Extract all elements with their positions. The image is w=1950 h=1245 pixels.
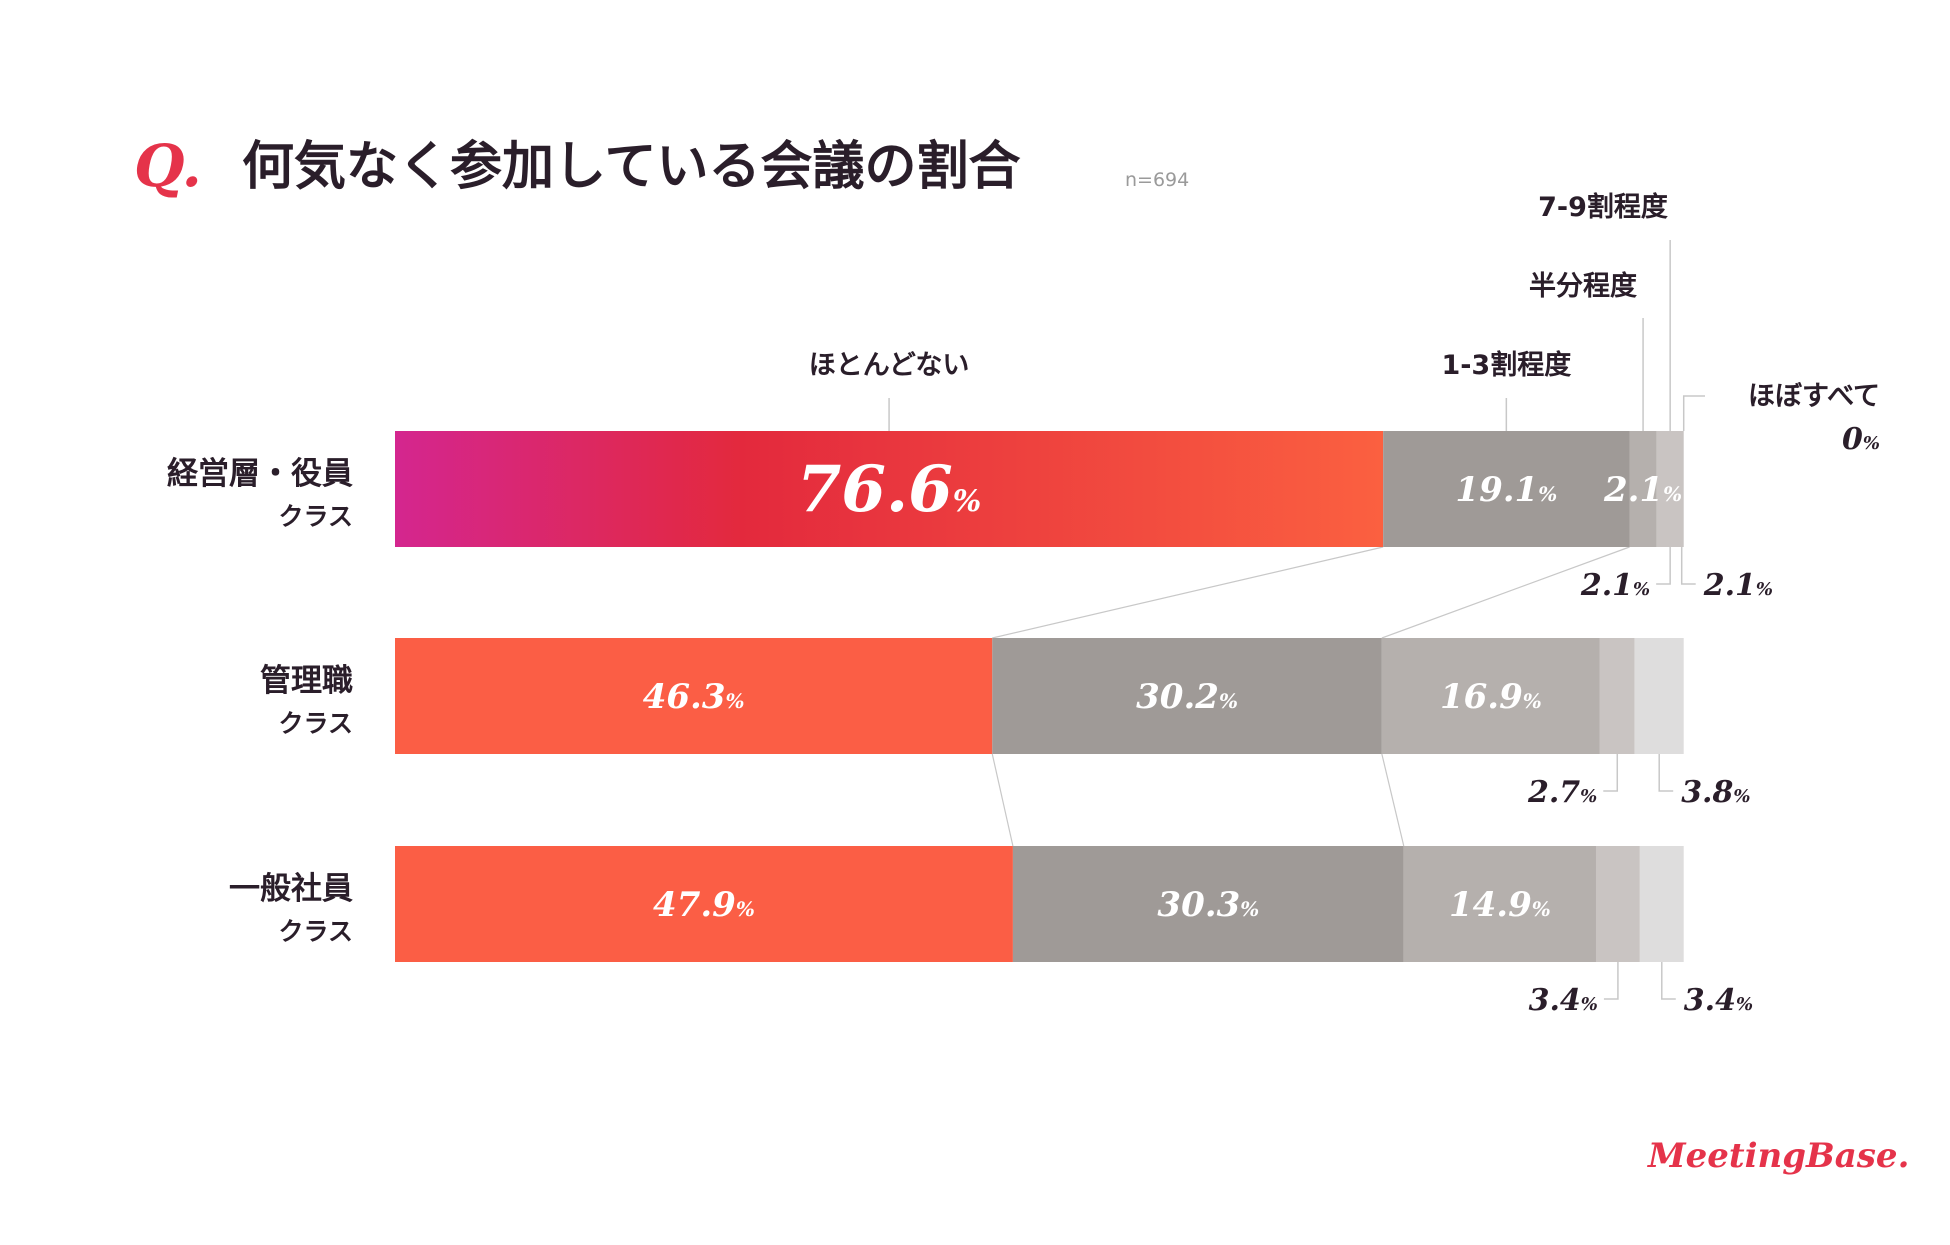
ext-leader-left-1 — [1656, 547, 1671, 585]
category-label-2: 管理職 — [260, 663, 353, 699]
bar-value-3-3: 14.9% — [1449, 885, 1551, 925]
sample-size: n=694 — [1125, 169, 1189, 191]
bar-value-2-1: 46.3% — [643, 677, 745, 717]
bar-segment-2-4 — [1599, 638, 1635, 754]
ext-value-right-3: 3.4% — [1684, 983, 1753, 1018]
legend-leader-lines — [888, 240, 1705, 1000]
bar-segment-1-3 — [1629, 431, 1657, 547]
bar-segment-1-4 — [1656, 431, 1684, 547]
bar-segment-2-5 — [1634, 638, 1684, 754]
ext-value-left-1: 2.1% — [1580, 568, 1650, 603]
connector-line-2-2 — [1381, 753, 1405, 847]
bar-segment-3-5 — [1639, 846, 1684, 962]
ext-leader-right-2 — [1658, 754, 1674, 792]
ext-value-right-2: 3.8% — [1681, 775, 1750, 810]
connector-lines — [991, 546, 1630, 847]
legend-label-2: 1-3割程度 — [1441, 349, 1571, 381]
ext-value-right-1: 2.1% — [1703, 568, 1773, 603]
page-title: 何気なく参加している会議の割合 — [242, 137, 1020, 197]
bar-segment-1-2 — [1383, 431, 1630, 547]
category-label-3: 一般社員 — [229, 871, 353, 907]
brand-logo: MeetingBase. — [1647, 1136, 1909, 1176]
top-zero-value: 0% — [1842, 422, 1880, 457]
ext-value-left-3: 3.4% — [1529, 983, 1598, 1018]
ext-leader-right-3 — [1661, 962, 1676, 1000]
bar-value-3-1: 47.9% — [653, 885, 755, 925]
bar-segment-1-1 — [395, 431, 1384, 547]
connector-line-1-1 — [992, 546, 1384, 639]
category-sublabel-1: クラス — [278, 502, 353, 531]
legend-label-5: ほぼすべて — [1748, 381, 1880, 412]
connector-line-2-1 — [991, 753, 1014, 847]
bar-segment-3-1 — [395, 846, 1013, 962]
labels: 76.6% 19.1% 2.1% 46.3% 30.2% 16.9% 47.9% 30.3% 1… — [167, 191, 1880, 1018]
ext-leader-left-3 — [1603, 962, 1619, 1000]
bar-value-1-3: 2.1% — [1603, 470, 1682, 510]
legend-label-1: ほとんどない — [809, 350, 970, 381]
bar-segment-3-3 — [1403, 846, 1596, 962]
bar-segment-3-2 — [1012, 846, 1404, 962]
legend-label-4: 7-9割程度 — [1538, 191, 1668, 223]
connector-line-1-2 — [1381, 546, 1630, 639]
ext-value-left-2: 2.7% — [1527, 775, 1597, 810]
bar-segment-2-1 — [395, 638, 993, 754]
legend-label-3: 半分程度 — [1529, 270, 1637, 302]
bar-value-1-1: 76.6% — [797, 452, 981, 527]
ext-leader-left-2 — [1603, 754, 1619, 792]
bar-segment-2-2 — [992, 638, 1382, 754]
bars — [395, 431, 1684, 962]
legend-leader-5 — [1682, 395, 1705, 431]
bar-value-2-2: 30.2% — [1136, 677, 1238, 717]
category-sublabel-2: クラス — [278, 709, 353, 738]
bar-segment-3-4 — [1595, 846, 1640, 962]
ext-leader-right-1 — [1680, 547, 1696, 585]
bar-segment-2-3 — [1381, 638, 1600, 754]
bar-value-2-3: 16.9% — [1440, 677, 1542, 717]
bar-value-1-2: 19.1% — [1455, 470, 1557, 510]
category-sublabel-3: クラス — [278, 917, 353, 946]
title-q-mark: Q. — [134, 132, 202, 200]
bar-value-3-2: 30.3% — [1157, 885, 1259, 925]
category-label-1: 経営層・役員 — [167, 456, 353, 492]
